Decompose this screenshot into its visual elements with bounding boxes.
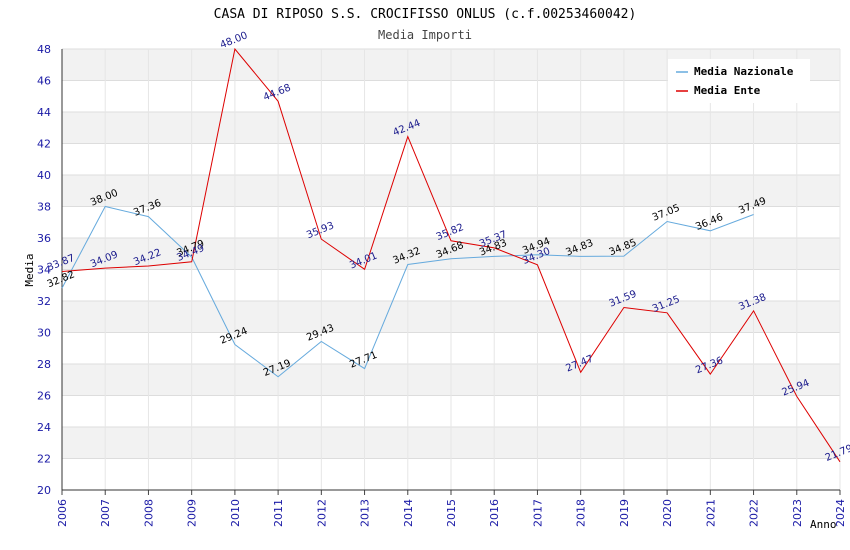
data-label: 36.46 (694, 212, 725, 233)
x-tick-labels: 2006 2007 2008 2009 2010 2011 2012 2013 2014 2015… (56, 499, 847, 527)
x-tick-label: 2021 (704, 499, 717, 527)
y-tick-label: 26 (37, 390, 51, 403)
legend: Media Nazionale Media Ente (668, 59, 810, 103)
x-tick-label: 2011 (272, 499, 285, 527)
y-tick-label: 38 (37, 201, 51, 214)
series-lines (61, 47, 841, 463)
x-tick-label: 2017 (531, 499, 544, 527)
y-tick-label: 36 (37, 232, 51, 245)
legend-label-media-nazionale: Media Nazionale (694, 65, 794, 78)
x-tick-label: 2010 (229, 499, 242, 527)
data-label: 48.00 (219, 30, 250, 51)
y-axis-label: Media (23, 253, 36, 286)
x-tick-label: 2018 (575, 499, 588, 527)
series-line-media-ente (61, 47, 841, 463)
y-tick-label: 30 (37, 327, 51, 340)
y-tick-label: 34 (37, 264, 51, 277)
chart-title: CASA DI RIPOSO S.S. CROCIFISSO ONLUS (c.… (214, 7, 637, 22)
x-tick-label: 2006 (56, 499, 69, 527)
y-tick-label: 28 (37, 358, 51, 371)
x-tick-label: 2012 (315, 499, 328, 527)
x-tick-label: 2014 (402, 499, 415, 527)
series-line-media-nazionale (61, 205, 754, 378)
y-tick-label: 46 (37, 75, 51, 88)
x-tick-label: 2016 (488, 499, 501, 527)
x-tick-label: 2013 (359, 499, 372, 527)
x-tick-label: 2009 (186, 499, 199, 527)
axes (61, 49, 841, 495)
legend-label-media-ente: Media Ente (694, 84, 761, 97)
y-tick-label: 22 (37, 453, 51, 466)
x-tick-label: 2007 (99, 499, 112, 527)
x-tick-label: 2008 (142, 499, 155, 527)
x-tick-label: 2019 (618, 499, 631, 527)
x-tick-label: 2015 (445, 499, 458, 527)
y-tick-labels: 20 22 24 26 28 30 32 34 36 38 40 42 44 46 48 (37, 43, 51, 497)
x-tick-label: 2020 (661, 499, 674, 527)
y-tick-label: 48 (37, 43, 51, 56)
x-tick-label: 2022 (748, 499, 761, 527)
chart-subtitle: Media Importi (378, 28, 472, 42)
y-tick-label: 32 (37, 295, 51, 308)
y-tick-label: 20 (37, 484, 51, 497)
x-tick-label: 2023 (791, 499, 804, 527)
x-tick-label: 2024 (834, 499, 847, 527)
x-axis-label: Anno (810, 518, 837, 531)
y-tick-label: 24 (37, 421, 51, 434)
y-tick-label: 40 (37, 169, 51, 182)
y-tick-label: 42 (37, 138, 51, 151)
legend-background (668, 59, 810, 103)
y-tick-label: 44 (37, 106, 51, 119)
